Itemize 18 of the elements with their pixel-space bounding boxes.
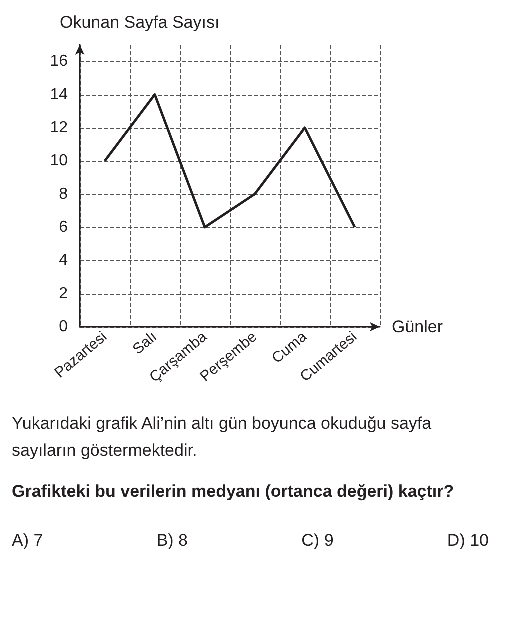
y-axis-title: Okunan Sayfa Sayısı xyxy=(60,13,220,32)
text: Grafikteki bu verilerin medyanı (ortanca değeri) kaçtır? xyxy=(12,481,456,503)
text: C) 9 xyxy=(302,530,334,552)
x-axis-title: Günler xyxy=(392,318,444,336)
y-tick-label: 10 xyxy=(50,152,68,170)
y-tick-label: 12 xyxy=(50,119,68,136)
y-tick-label: 16 xyxy=(50,53,68,70)
y-tick-label: 2 xyxy=(59,285,68,302)
y-tick-label: 14 xyxy=(50,86,68,104)
y-tick-label: 4 xyxy=(59,252,68,270)
text: D) 10 xyxy=(447,530,489,552)
line-series xyxy=(104,94,356,229)
text: Yukarıdaki grafik Ali’nin altı gün boyunca okuduğu sayfa sayıların göstermektedir. xyxy=(12,413,433,462)
y-tick-label: 8 xyxy=(59,186,68,203)
text: A) 7 xyxy=(12,530,44,552)
y-tick-label: 0 xyxy=(59,318,68,336)
y-tick-label: 6 xyxy=(59,218,68,236)
text: B) 8 xyxy=(156,530,188,552)
